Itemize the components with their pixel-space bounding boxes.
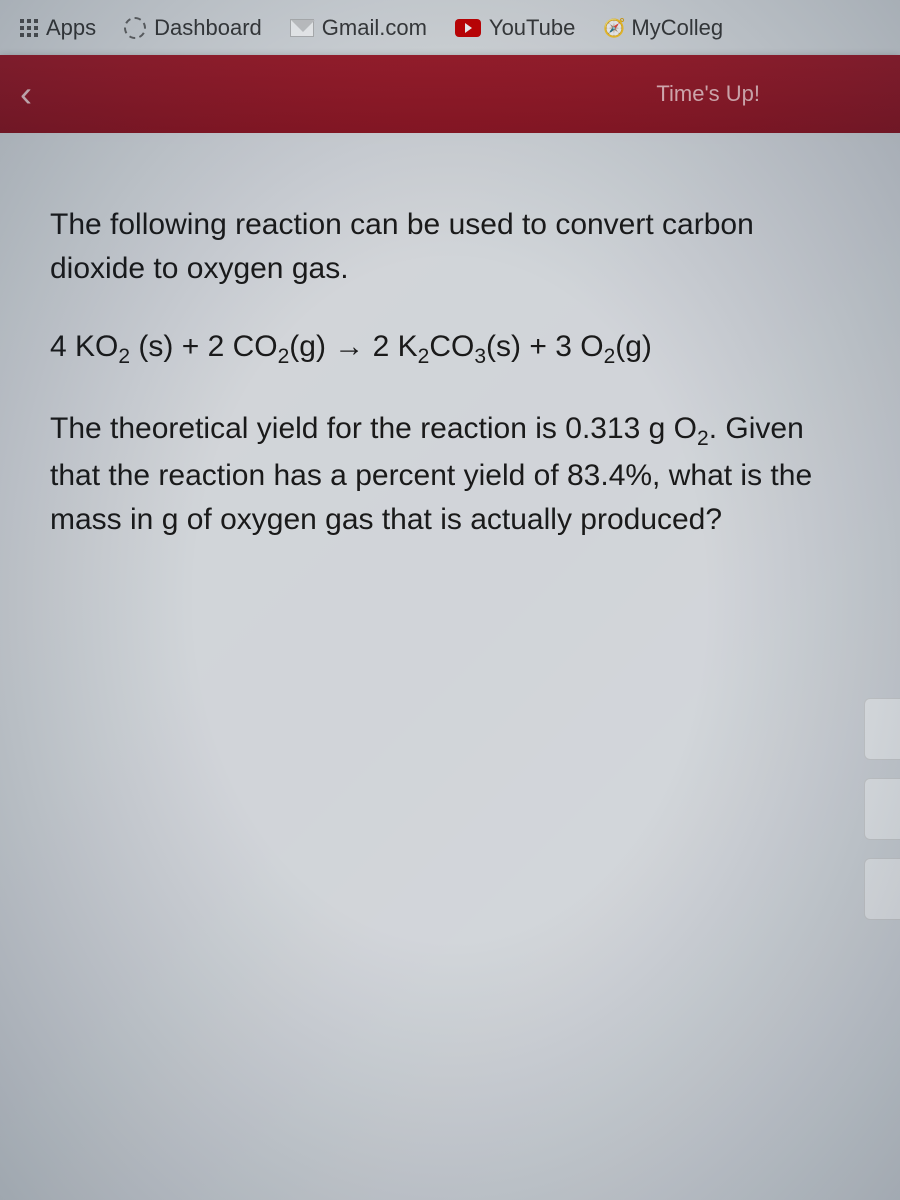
question-intro: The following reaction can be used to co… bbox=[50, 203, 850, 290]
question-body: The theoretical yield for the reaction i… bbox=[50, 407, 850, 541]
bookmark-mycollege[interactable]: 🧭 MyColleg bbox=[603, 15, 723, 41]
dashboard-icon bbox=[124, 17, 146, 39]
bookmark-youtube-label: YouTube bbox=[489, 15, 575, 41]
bookmark-youtube[interactable]: YouTube bbox=[455, 15, 575, 41]
side-tab-3[interactable] bbox=[864, 858, 900, 920]
side-tab-1[interactable] bbox=[864, 698, 900, 760]
bookmark-gmail-label: Gmail.com bbox=[322, 15, 427, 41]
side-tab-2[interactable] bbox=[864, 778, 900, 840]
question-content: The following reaction can be used to co… bbox=[0, 133, 900, 1200]
quiz-header: ‹ Time's Up! bbox=[0, 55, 900, 133]
bookmark-gmail[interactable]: Gmail.com bbox=[290, 15, 427, 41]
bookmark-apps-label: Apps bbox=[46, 15, 96, 41]
bookmark-dashboard-label: Dashboard bbox=[154, 15, 262, 41]
back-chevron-icon[interactable]: ‹ bbox=[20, 73, 32, 115]
chemical-equation: 4 KO2 (s) + 2 CO2(g) → 2 K2CO3(s) + 3 O2… bbox=[50, 330, 850, 369]
apps-grid-icon bbox=[20, 19, 38, 37]
side-tabs bbox=[864, 698, 900, 920]
bookmark-mycollege-label: MyColleg bbox=[631, 15, 723, 41]
timer-status: Time's Up! bbox=[656, 81, 760, 107]
mycollege-icon: 🧭 bbox=[603, 18, 623, 38]
bookmark-dashboard[interactable]: Dashboard bbox=[124, 15, 262, 41]
bookmark-bar: Apps Dashboard Gmail.com YouTube 🧭 MyCol… bbox=[0, 0, 900, 55]
bookmark-apps[interactable]: Apps bbox=[20, 15, 96, 41]
gmail-icon bbox=[290, 19, 314, 37]
youtube-icon bbox=[455, 19, 481, 37]
